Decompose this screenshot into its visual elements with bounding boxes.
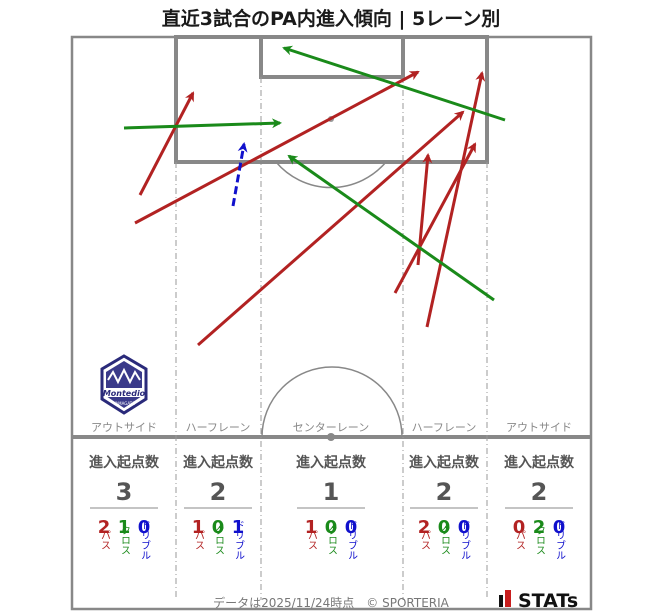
stat-total: 3 <box>116 478 133 506</box>
pass-arrow <box>134 70 420 225</box>
stat-total: 1 <box>323 478 340 506</box>
type-label-pass: パス <box>514 530 526 550</box>
stat-header: 進入起点数 <box>183 454 254 471</box>
lane-label: ハーフレーン <box>186 421 251 434</box>
stat-header: 進入起点数 <box>504 454 575 471</box>
chart-title: 直近3試合のPA内進入傾向 | 5レーン別 <box>162 7 501 30</box>
type-label-dribble: ドリブル <box>459 520 471 560</box>
lane-label: ハーフレーン <box>412 421 477 434</box>
stat-pass: 2 <box>98 517 111 538</box>
type-label-pass: パス <box>306 530 318 550</box>
stat-pass: 0 <box>513 517 526 538</box>
penalty-arc <box>275 161 387 189</box>
logo-subtext: YAMAGATA <box>112 401 135 406</box>
lane-stat-panel: 進入起点数 2 2 0 0 <box>409 454 480 538</box>
stat-total: 2 <box>210 478 227 506</box>
stat-header: 進入起点数 <box>296 454 367 471</box>
logo-text: Montedio <box>103 389 146 398</box>
lane-stat-panel: 進入起点数 1 1 0 0 <box>296 454 367 538</box>
lane-stats: 進入起点数 3 2 1 0 進入起点数 2 1 0 1 進入起点数 1 1 0 … <box>89 454 575 538</box>
stat-dribble: 0 <box>138 517 151 538</box>
type-label-cross: クロス <box>534 525 545 555</box>
arrows-layer <box>123 45 506 347</box>
stat-cross: 1 <box>118 517 131 538</box>
stats-brand: STATs <box>499 590 578 611</box>
lane-stat-panel: 進入起点数 3 2 1 0 <box>89 454 160 538</box>
stat-header: 進入起点数 <box>409 454 480 471</box>
type-labels: パス クロス ドリブル パス クロス ドリブル パス クロス ドリブル パス クロス ドリブル パス クロ… <box>99 520 566 560</box>
pass-arrow <box>197 110 465 347</box>
brand-name: STATs <box>518 590 578 611</box>
cross-arrow <box>287 154 495 302</box>
type-label-dribble: ドリブル <box>346 520 358 560</box>
type-label-cross: クロス <box>326 525 337 555</box>
stat-pass: 2 <box>418 517 431 538</box>
dribble-arrow <box>231 142 248 207</box>
stat-header: 進入起点数 <box>89 454 160 471</box>
lane-label: アウトサイド <box>506 421 572 434</box>
stat-total: 2 <box>436 478 453 506</box>
stat-dribble: 0 <box>458 517 471 538</box>
type-label-cross: クロス <box>119 525 130 555</box>
type-label-cross: クロス <box>439 525 450 555</box>
cross-arrow <box>282 45 506 122</box>
stat-dribble: 0 <box>345 517 358 538</box>
brand-mark-bar <box>499 595 503 607</box>
type-label-pass: パス <box>99 530 111 550</box>
footer-note: データは2025/11/24時点 © SPORTERIA <box>213 595 450 610</box>
stat-dribble: 1 <box>232 517 245 538</box>
type-label-pass: パス <box>193 530 205 550</box>
type-label-cross: クロス <box>213 525 224 555</box>
center-spot <box>327 433 335 441</box>
brand-mark-bar <box>505 590 511 607</box>
lane-label: アウトサイド <box>91 421 157 434</box>
stat-cross: 2 <box>533 517 546 538</box>
stat-cross: 0 <box>438 517 451 538</box>
type-label-dribble: ドリブル <box>139 520 151 560</box>
cross-arrow <box>123 118 282 130</box>
center-circle <box>261 366 403 438</box>
pass-arrow <box>138 91 195 196</box>
type-label-pass: パス <box>419 530 431 550</box>
stat-total: 2 <box>531 478 548 506</box>
goal-area <box>259 35 405 79</box>
type-label-dribble: ドリブル <box>233 520 245 560</box>
pass-arrow <box>425 71 486 328</box>
lane-stat-panel: 進入起点数 2 0 2 0 <box>504 454 575 538</box>
stat-cross: 0 <box>212 517 225 538</box>
lane-stat-panel: 進入起点数 2 1 0 1 <box>183 454 254 538</box>
stat-cross: 0 <box>325 517 338 538</box>
stat-pass: 1 <box>192 517 205 538</box>
club-logo: Montedio YAMAGATA <box>100 354 148 415</box>
type-label-dribble: ドリブル <box>554 520 566 560</box>
stat-pass: 1 <box>305 517 318 538</box>
lane-label: センターレーン <box>293 421 369 434</box>
stat-dribble: 0 <box>553 517 566 538</box>
